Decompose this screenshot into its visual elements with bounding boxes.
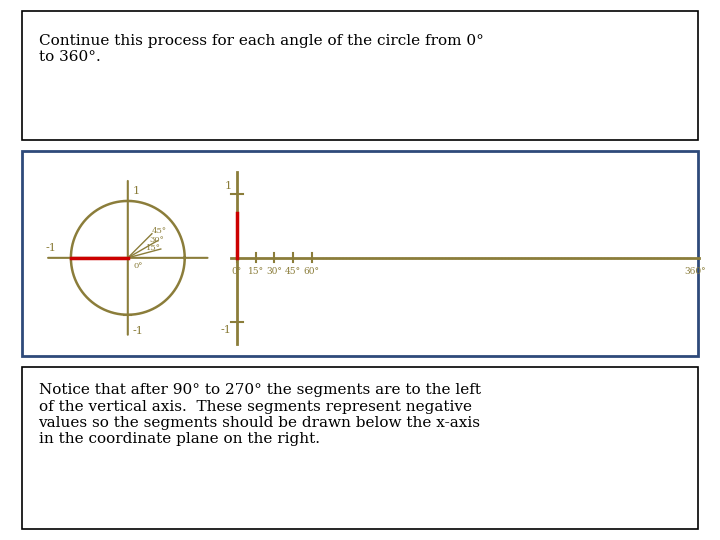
Text: 15°: 15° — [146, 244, 161, 252]
Text: -1: -1 — [45, 244, 56, 253]
Text: 45°: 45° — [152, 227, 167, 234]
Text: 360°: 360° — [685, 267, 706, 276]
Text: 0°: 0° — [133, 262, 143, 271]
Text: 1: 1 — [132, 186, 140, 197]
Text: 0°: 0° — [232, 267, 242, 276]
Text: 15°: 15° — [248, 267, 264, 276]
FancyBboxPatch shape — [22, 367, 698, 529]
Text: 60°: 60° — [304, 267, 320, 276]
FancyBboxPatch shape — [22, 151, 698, 356]
Text: -1: -1 — [221, 325, 232, 335]
Text: 30°: 30° — [266, 267, 282, 276]
Text: 45°: 45° — [285, 267, 301, 276]
Text: Continue this process for each angle of the circle from 0°
to 360°.: Continue this process for each angle of … — [39, 34, 483, 64]
FancyBboxPatch shape — [22, 11, 698, 140]
Text: 1: 1 — [225, 181, 232, 191]
Text: 30°: 30° — [150, 235, 164, 244]
Text: Notice that after 90° to 270° the segments are to the left
of the vertical axis.: Notice that after 90° to 270° the segmen… — [39, 383, 480, 446]
Text: -1: -1 — [132, 326, 143, 336]
